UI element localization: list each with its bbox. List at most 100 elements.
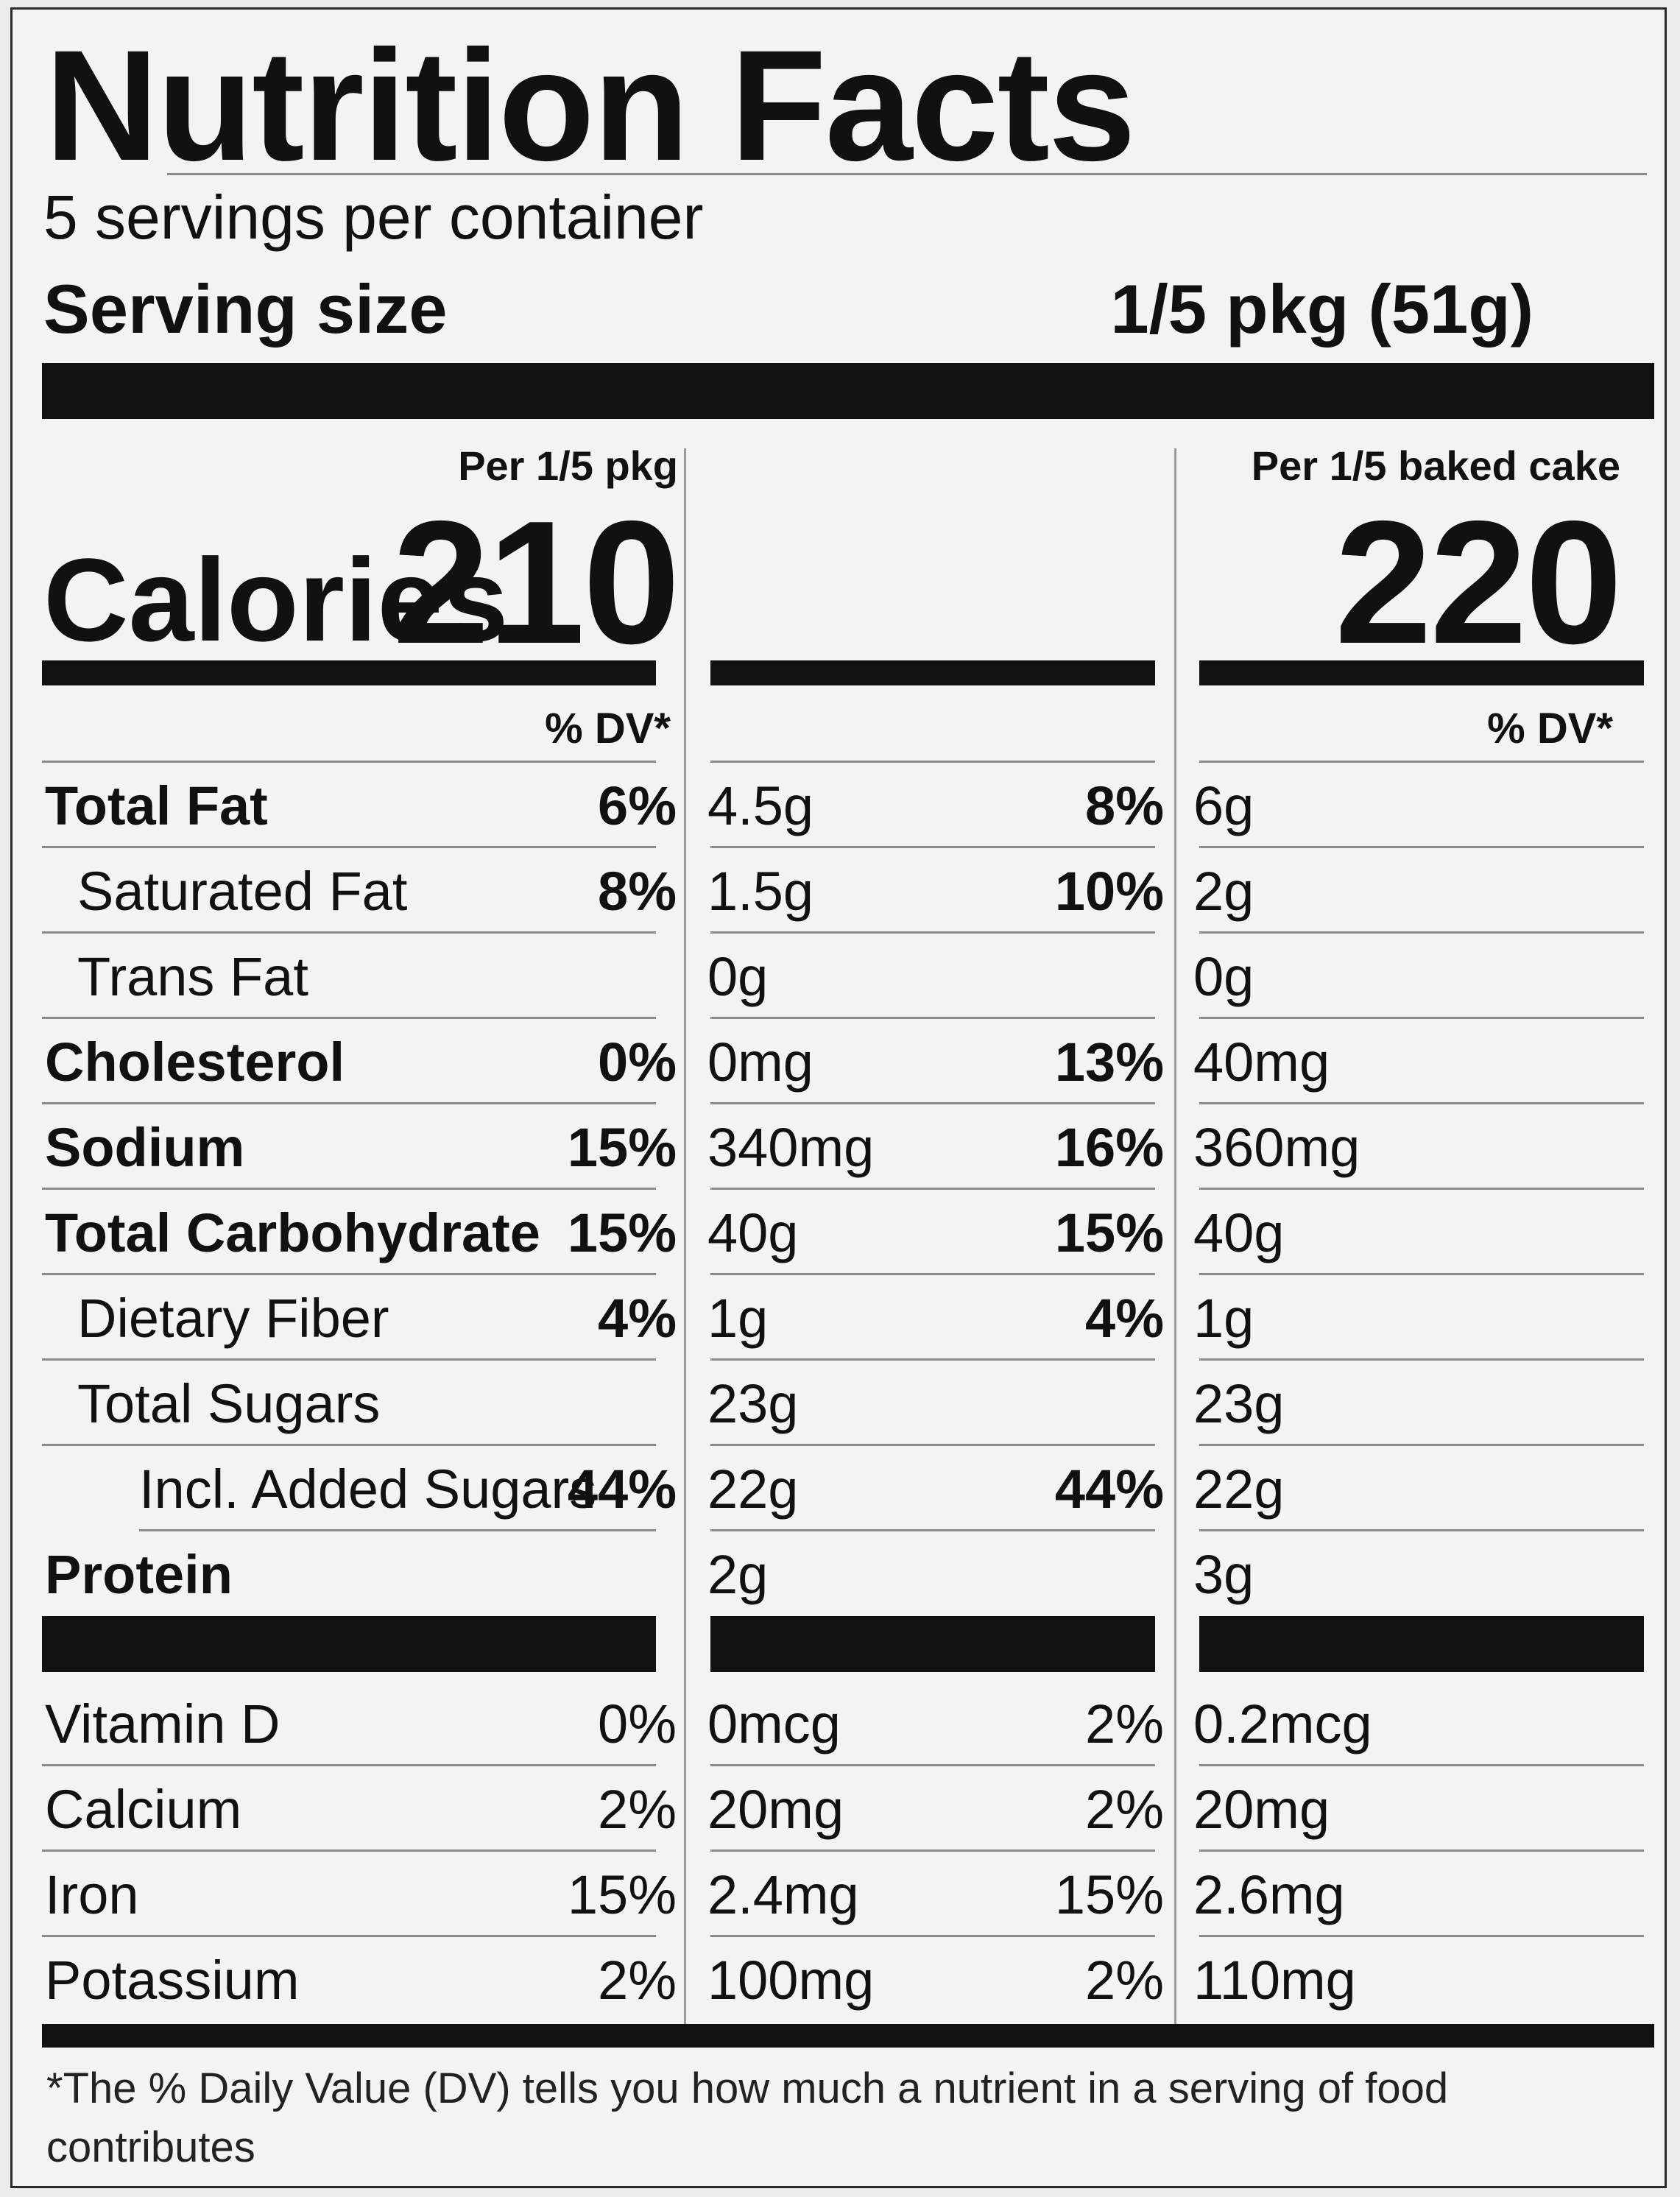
calories-value-2: 220: [1334, 485, 1623, 680]
nutrient-row: Incl. Added Sugars 22g 44% 22g 44%: [13, 1446, 1665, 1531]
nutrient-dv-col1: 4%: [598, 1287, 677, 1349]
calories-value-1: 210: [392, 485, 680, 680]
nutrient-amount-col1: 1.5g: [707, 860, 814, 922]
nutrient-amount-col1: 40g: [707, 1202, 799, 1263]
nutrient-amount-col2: 22g: [1193, 1458, 1285, 1520]
footnote-line-1: *The % Daily Value (DV) tells you how mu…: [46, 2064, 1449, 2171]
thick-bar-vitamins-1: [42, 1616, 656, 1672]
dv-header-rule-2: [710, 761, 1155, 763]
row-rule: [1199, 931, 1644, 934]
vitamin-name: Vitamin D: [45, 1693, 280, 1755]
row-rule: [1199, 1935, 1644, 1937]
row-rule: [139, 1529, 656, 1531]
nutrient-dv-col2: 16%: [1054, 1116, 1164, 1178]
nutrient-amount-col2: 6g: [1193, 775, 1254, 836]
nutrient-row: Dietary Fiber 1g 4% 1g 4%: [13, 1275, 1665, 1361]
nutrient-row: Total Carbohydrate 40g 15% 40g 15%: [13, 1190, 1665, 1275]
vitamin-dv-col2: 2%: [1085, 1949, 1164, 2011]
vitamin-dv-col1: 15%: [567, 1863, 677, 1925]
nutrient-dv-col2: 8%: [1085, 775, 1164, 836]
nutrient-dv-col2: 13%: [1054, 1031, 1164, 1093]
row-rule: [42, 931, 656, 934]
nutrient-name: Sodium: [45, 1116, 245, 1178]
row-rule: [710, 1017, 1155, 1019]
nutrient-dv-col2: 15%: [1054, 1202, 1164, 1263]
vitamin-dv-col1: 2%: [598, 1778, 677, 1840]
nutrient-row: Protein 2g 3g: [13, 1531, 1665, 1617]
nutrient-amount-col1: 0mg: [707, 1031, 813, 1093]
nutrient-name: Cholesterol: [45, 1031, 345, 1093]
vitamin-name: Potassium: [45, 1949, 300, 2011]
footnote-line-2: to a daily diet. 2,000 calories a day is…: [55, 2177, 1665, 2186]
title-divider: [167, 173, 1647, 175]
row-rule: [1199, 1849, 1644, 1852]
calories-bar-1: [42, 660, 656, 685]
thick-bar-bottom: [42, 2024, 1654, 2048]
row-rule: [42, 1102, 656, 1104]
thick-bar-vitamins-2: [710, 1616, 1155, 1672]
vitamin-name: Calcium: [45, 1778, 242, 1840]
row-rule: [1199, 1102, 1644, 1104]
nutrient-name: Dietary Fiber: [77, 1287, 389, 1349]
calories-bar-3: [1199, 660, 1644, 685]
nutrient-name: Saturated Fat: [77, 860, 408, 922]
dv-header-rule-3: [1199, 761, 1644, 763]
row-rule: [42, 1935, 656, 1937]
vitamin-amount-col1: 20mg: [707, 1778, 844, 1840]
row-rule: [710, 1529, 1155, 1531]
nutrient-amount-col2: 23g: [1193, 1372, 1285, 1434]
row-rule: [710, 1273, 1155, 1275]
row-rule: [42, 1764, 656, 1766]
nutrient-row: Sodium 340mg 15% 360mg 16%: [13, 1104, 1665, 1190]
row-rule: [1199, 1444, 1644, 1446]
nutrient-amount-col1: 23g: [707, 1372, 799, 1434]
nutrient-name: Protein: [45, 1543, 233, 1605]
serving-size-label: Serving size: [43, 270, 448, 348]
row-rule: [710, 1358, 1155, 1361]
nutrient-dv-col2: 4%: [1085, 1287, 1164, 1349]
row-rule: [1199, 1529, 1644, 1531]
row-rule: [42, 846, 656, 848]
nutrition-facts-panel: Nutrition Facts 5 servings per container…: [10, 7, 1667, 2188]
nutrient-amount-col1: 340mg: [707, 1116, 875, 1178]
nutrient-dv-col1: 8%: [598, 860, 677, 922]
row-rule: [710, 846, 1155, 848]
row-rule: [1199, 846, 1644, 848]
nutrient-dv-col1: 0%: [598, 1031, 677, 1093]
row-rule: [42, 1273, 656, 1275]
vitamin-amount-col1: 2.4mg: [707, 1863, 859, 1925]
vitamin-amount-col2: 2.6mg: [1193, 1863, 1345, 1925]
nutrient-name: Incl. Added Sugars: [139, 1458, 597, 1520]
serving-size-value: 1/5 pkg (51g): [1110, 270, 1533, 348]
dv-header-rule-1: [42, 761, 656, 763]
row-rule: [42, 1849, 656, 1852]
nutrient-row: Cholesterol 0mg 0% 40mg 13%: [13, 1019, 1665, 1104]
nutrient-dv-col1: 44%: [567, 1458, 677, 1520]
column-divider-1: [684, 448, 686, 2024]
nutrient-dv-col1: 15%: [567, 1116, 677, 1178]
dv-header-1: % DV*: [545, 705, 671, 752]
vitamin-name: Iron: [45, 1863, 139, 1925]
row-rule: [42, 1188, 656, 1190]
nutrient-amount-col1: 0g: [707, 945, 769, 1007]
nutrient-amount-col2: 1g: [1193, 1287, 1254, 1349]
row-rule: [710, 1764, 1155, 1766]
row-rule: [1199, 1017, 1644, 1019]
nutrient-row: Total Sugars 23g 23g: [13, 1361, 1665, 1446]
nutrient-name: Total Carbohydrate: [45, 1202, 540, 1263]
vitamin-amount-col2: 20mg: [1193, 1778, 1330, 1840]
nutrient-name: Total Fat: [45, 775, 268, 836]
vitamin-amount-col2: 0.2mcg: [1193, 1693, 1372, 1755]
nutrient-row: Total Fat 4.5g 6% 6g 8%: [13, 763, 1665, 848]
row-rule: [710, 931, 1155, 934]
vitamin-row: Vitamin D 0mcg 0% 0.2mcg 2%: [13, 1681, 1665, 1766]
column-header-1: Per 1/5 pkg: [458, 442, 678, 489]
thick-bar-top: [42, 363, 1654, 419]
nutrient-amount-col1: 22g: [707, 1458, 799, 1520]
row-rule: [1199, 1764, 1644, 1766]
row-rule: [710, 1102, 1155, 1104]
vitamin-dv-col2: 2%: [1085, 1778, 1164, 1840]
vitamin-dv-col2: 15%: [1054, 1863, 1164, 1925]
nutrient-dv-col2: 44%: [1054, 1458, 1164, 1520]
row-rule: [42, 1444, 656, 1446]
